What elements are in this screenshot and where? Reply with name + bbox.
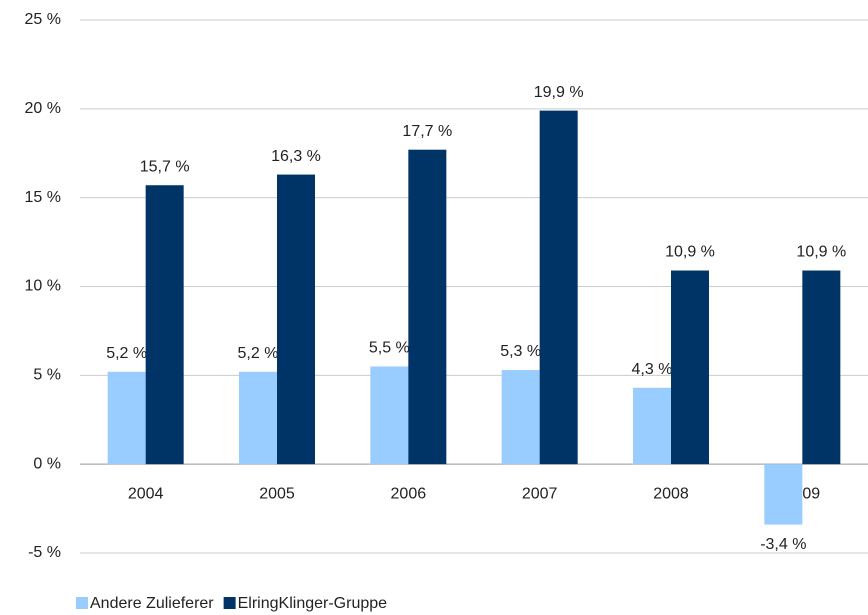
x-tick-label: 2008	[653, 485, 689, 502]
bar	[671, 270, 709, 465]
bar	[764, 464, 803, 525]
y-tick-label: -5 %	[28, 544, 61, 561]
data-label: 5,5 %	[369, 340, 410, 357]
bar	[501, 370, 540, 465]
data-label: 16,3 %	[271, 148, 321, 165]
data-label: 19,9 %	[534, 84, 584, 101]
bar	[802, 270, 841, 465]
data-label: 5,2 %	[106, 345, 147, 362]
bar	[277, 174, 315, 465]
x-tick-label: 2005	[259, 485, 295, 502]
data-label: 4,3 %	[632, 361, 673, 378]
bar	[145, 185, 184, 465]
data-label: 17,7 %	[402, 123, 452, 140]
x-tick-label: 2007	[522, 485, 558, 502]
bar	[239, 371, 277, 465]
y-tick-label: 25 %	[25, 11, 61, 28]
bar	[370, 366, 409, 465]
data-label: 15,7 %	[140, 158, 190, 175]
y-tick-label: 5 %	[33, 367, 61, 384]
legend-label: ElringKlinger-Gruppe	[238, 595, 388, 612]
data-label: 5,3 %	[500, 343, 541, 360]
y-tick-label: 10 %	[25, 278, 61, 295]
x-tick-label: 2006	[391, 485, 427, 502]
legend-swatch	[76, 597, 88, 609]
x-tick-label: 2004	[128, 485, 164, 502]
y-tick-label: 15 %	[25, 189, 61, 206]
legend-label: Andere Zulieferer	[90, 595, 214, 612]
data-label: 5,2 %	[238, 345, 279, 362]
bar	[107, 371, 146, 465]
bar	[539, 110, 578, 465]
y-tick-label: 0 %	[33, 455, 61, 472]
y-tick-label: 20 %	[25, 100, 61, 117]
legend-swatch	[223, 597, 236, 609]
data-label: 10,9 %	[796, 244, 846, 261]
data-label: -3,4 %	[760, 536, 806, 553]
bar	[633, 387, 671, 465]
bar	[408, 149, 447, 465]
data-label: 10,9 %	[665, 244, 715, 261]
